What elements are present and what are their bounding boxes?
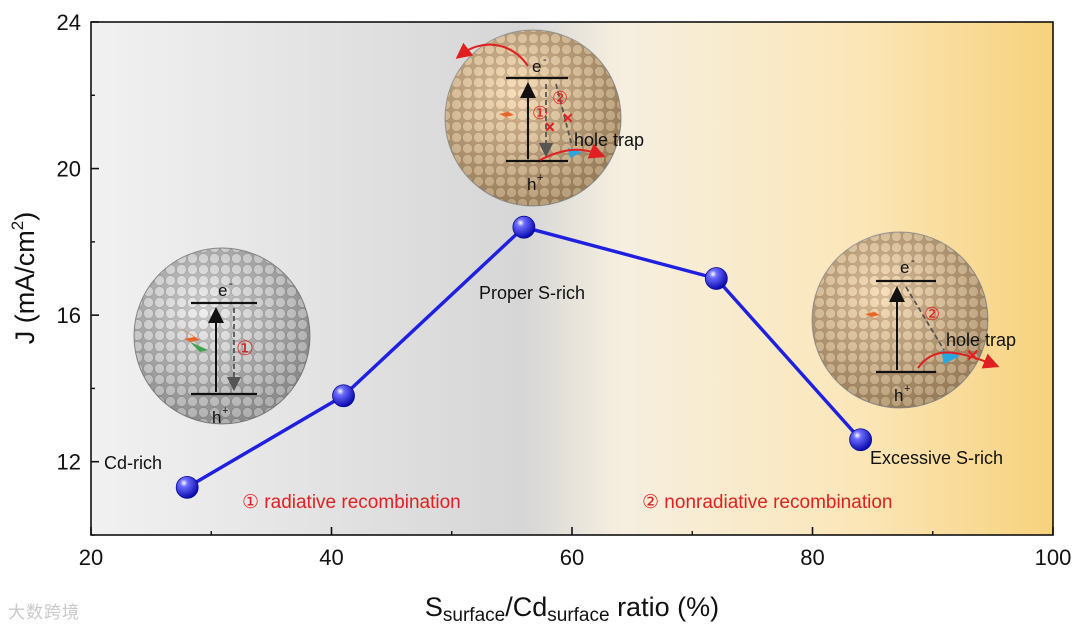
x-axis-label: Ssurface/Cdsurface ratio (%) [425,592,719,626]
label-cd-rich: Cd-rich [104,453,162,473]
inset3-hole: h [894,386,903,405]
data-point-3 [512,215,536,239]
inset2-mark2: ② [552,88,568,108]
inset2-electron: e [532,57,541,76]
inset2-hole-sup: + [537,172,543,184]
inset2-hole: h [527,175,536,194]
watermark: 大数跨境 [8,603,80,623]
data-point-1 [175,475,199,499]
data-point-2 [332,384,355,408]
series-points [175,215,872,499]
inset3-hole-trap: hole trap [946,330,1016,350]
y-tick-label-24: 24 [57,10,81,35]
inset1-mark1: ① [236,338,254,360]
x-tick-label-60: 60 [560,545,584,570]
inset3-electron: e [900,258,909,277]
inset2-electron-sup: - [543,54,547,66]
x-tick-label-20: 20 [79,545,103,570]
inset2-mark1: ① [532,103,548,123]
data-point-5 [849,428,872,452]
y-axis-label: J (mA/cm2) [8,212,40,344]
inset3-electron-sup: - [911,255,915,267]
label-excessive-s-rich: Excessive S-rich [870,448,1003,468]
x-tick-label-80: 80 [800,545,824,570]
inset2-hole-trap: hole trap [574,130,644,150]
y-tick-label-12: 12 [57,450,81,475]
svg-text:✕: ✕ [544,119,556,135]
inset3-hole-sup: + [904,383,910,395]
inset-cd-rich: e - h + ① [133,247,311,427]
label-proper-s-rich: Proper S-rich [479,283,585,303]
inset3-mark2: ② [924,304,940,324]
x-tick-label-40: 40 [319,545,343,570]
svg-text:✕: ✕ [966,348,979,365]
y-tick-label-16: 16 [57,303,81,328]
svg-text:✕: ✕ [562,110,574,126]
inset1-hole-sup: + [222,405,228,417]
inset1-electron-sup: - [229,278,233,290]
inset1-electron: e [218,281,227,300]
inset-excessive-s-rich: e - h + hole trap ② ✕ [811,231,1016,409]
legend-radiative: ① radiative recombination [242,492,461,513]
legend-nonradiative: ② nonradiative recombination [642,492,892,513]
x-tick-label-100: 100 [1035,545,1072,570]
x-axis: 20 40 60 80 100 [79,527,1072,570]
inset-proper-s-rich: e - h + hole trap ① ② ✕ ✕ [444,29,644,207]
inset1-hole: h [212,408,221,427]
y-axis: 12 16 20 24 [57,10,99,536]
y-tick-label-20: 20 [57,157,81,182]
data-point-4 [704,267,728,290]
